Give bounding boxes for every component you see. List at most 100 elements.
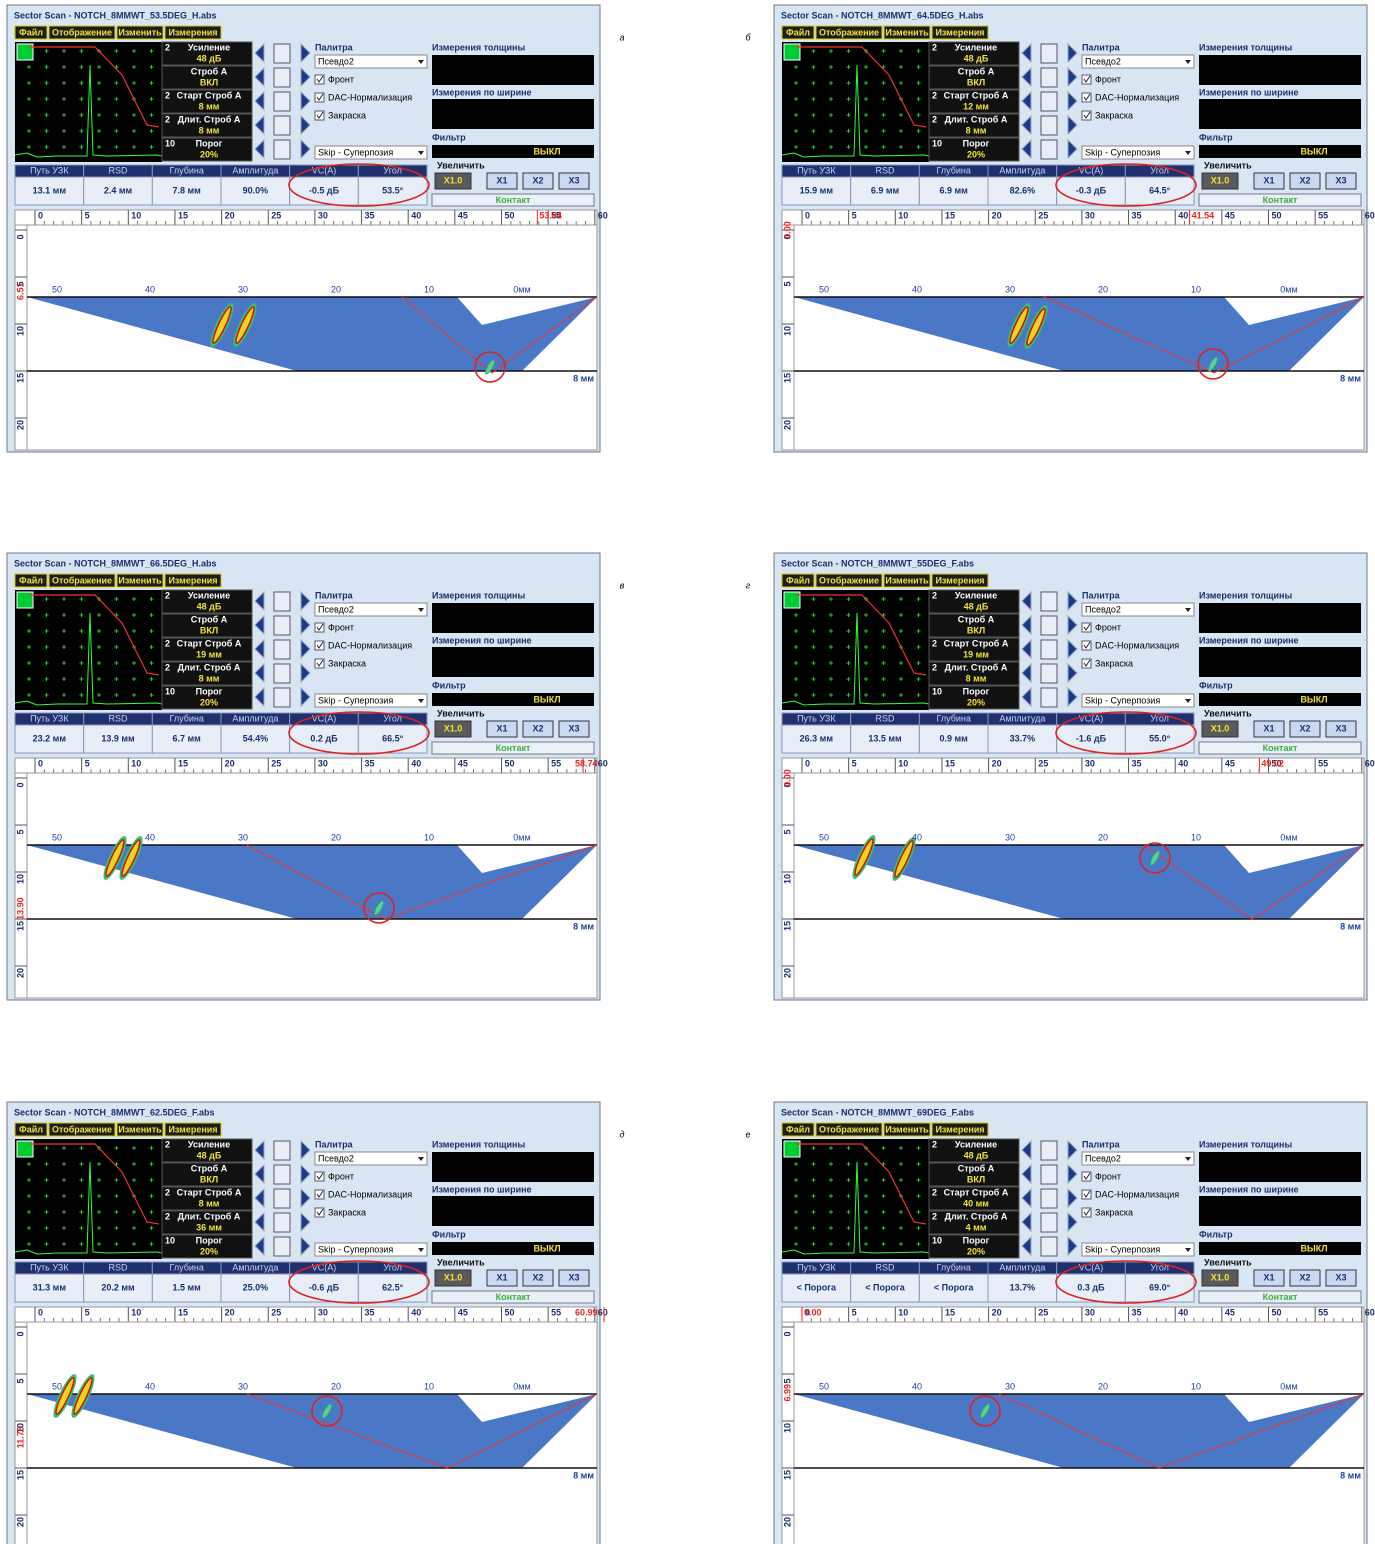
meas-header-text: Глубина	[169, 713, 203, 723]
ruler-cursor-label: 53.84	[539, 210, 562, 220]
check-label: Закраска	[328, 658, 366, 668]
panel-letter: б	[745, 32, 751, 42]
step-icon	[274, 68, 290, 87]
menu-label: Файл	[19, 1124, 43, 1134]
palette-value: Псевдо2	[318, 604, 354, 614]
meas-header-text: Амплитуда	[232, 165, 278, 175]
ruler-label: 35	[365, 758, 375, 768]
menu-label: Отображение	[52, 575, 112, 585]
ruler-label: 5	[85, 210, 90, 220]
meas-value: 25.0%	[243, 1282, 269, 1292]
step-icon	[274, 1165, 290, 1184]
menu-label: Файл	[786, 27, 810, 37]
meas-header-text: Путь УЗК	[797, 165, 836, 175]
scan-label: 50	[52, 284, 62, 294]
ruler-cursor-label: 60.99	[575, 1307, 598, 1317]
thickness-box	[1199, 55, 1361, 85]
skip-value: Skip - Суперпозия	[318, 1244, 393, 1254]
ruler-label: 5	[85, 1307, 90, 1317]
panel: Sector Scan - NOTCH_8MMWT_66.5DEG_H.absФ…	[7, 553, 608, 1000]
ruler-label: 55	[1318, 1307, 1328, 1317]
param-label: Старт Строб А	[177, 1187, 242, 1197]
panel-letter: е	[745, 1129, 750, 1139]
ruler-label: 45	[1225, 210, 1235, 220]
menu-label: Изменить	[885, 27, 929, 37]
step-icon	[1041, 1213, 1057, 1232]
param-channel: 2	[165, 90, 170, 100]
meas-value: < Порога	[934, 1282, 974, 1292]
depth-label: 5	[782, 1378, 792, 1383]
skip-value: Skip - Суперпозия	[1085, 147, 1160, 157]
step-icon	[274, 688, 290, 707]
meas-value: 13.7%	[1010, 1282, 1036, 1292]
meas-header-text: Путь УЗК	[30, 713, 69, 723]
ruler-label: 30	[1085, 210, 1095, 220]
scan-label: 50	[819, 1381, 829, 1391]
panel-letter: а	[619, 32, 624, 42]
ruler-label: 15	[945, 210, 955, 220]
param-label: Длит. Строб А	[178, 662, 241, 672]
zoom-text: X1.0	[444, 723, 463, 733]
depth-label: 0	[15, 234, 25, 239]
meas-header-text: Путь УЗК	[797, 713, 836, 723]
meas-header-text: Путь УЗК	[797, 1262, 836, 1272]
param-label: Длит. Строб А	[945, 662, 1008, 672]
depth-label: 15	[782, 921, 792, 931]
param-value: 48 дБ	[197, 53, 222, 63]
param-channel: 2	[165, 662, 170, 672]
ruler-label: 5	[852, 210, 857, 220]
param-label: Длит. Строб А	[945, 1211, 1008, 1221]
zoom-label: Увеличить	[437, 708, 485, 718]
param-value: ВКЛ	[967, 77, 985, 87]
scan-label: 30	[238, 1381, 248, 1391]
scan-label: 40	[145, 832, 155, 842]
width-box	[1199, 99, 1361, 129]
page: а Sector Scan - NOTCH_8MMWT_53.5DEG_H.abs…	[0, 0, 1375, 1544]
step-icon	[1041, 68, 1057, 87]
param-value: ВКЛ	[967, 1174, 985, 1184]
scan-label: 30	[1005, 284, 1015, 294]
ruler-label: 50	[505, 758, 515, 768]
step-icon	[274, 592, 290, 611]
depth-label: 5	[782, 281, 792, 286]
meas-header-text: Амплитуда	[999, 165, 1045, 175]
zoom-text: X2	[1299, 175, 1310, 185]
check-label: Закраска	[1095, 658, 1133, 668]
step-icon	[1041, 116, 1057, 135]
ruler-label: 15	[178, 1307, 188, 1317]
ruler-label: 45	[458, 1307, 468, 1317]
check-label: DAC-Нормализация	[328, 1189, 412, 1199]
meas-header-text: Амплитуда	[232, 713, 278, 723]
param-channel: 2	[165, 1211, 170, 1221]
ruler-label: 35	[1132, 210, 1142, 220]
check-label: Закраска	[328, 1207, 366, 1217]
param-value: 48 дБ	[964, 53, 989, 63]
zoom-text: X1	[496, 175, 507, 185]
ruler-label: 10	[898, 210, 908, 220]
ruler-label: 60	[598, 1307, 608, 1317]
param-channel: 2	[165, 590, 170, 600]
scan-label: 10	[1191, 832, 1201, 842]
panel: Sector Scan - NOTCH_8MMWT_64.5DEG_H.absФ…	[774, 5, 1375, 452]
ruler-label: 10	[898, 758, 908, 768]
ruler-label: 30	[1085, 1307, 1095, 1317]
meas-header-text: RSD	[875, 1262, 895, 1272]
ruler-cursor-label: 41.54	[1192, 210, 1215, 220]
skip-value: Skip - Суперпозия	[1085, 695, 1160, 705]
scan-label: 40	[912, 1381, 922, 1391]
step-icon	[274, 616, 290, 635]
step-icon	[1041, 688, 1057, 707]
meas-value: 82.6%	[1010, 185, 1036, 195]
scan-label: 0мм	[513, 1381, 530, 1391]
depth-cursor-label: 13.90	[15, 897, 25, 920]
menu-label: Отображение	[819, 27, 879, 37]
ruler-label: 50	[505, 1307, 515, 1317]
param-label: Длит. Строб А	[945, 114, 1008, 124]
zoom-text: X1.0	[1211, 723, 1230, 733]
ruler-label: 10	[898, 1307, 908, 1317]
scan-label: 10	[424, 1381, 434, 1391]
filter-box	[432, 693, 594, 706]
ruler-label: 55	[1318, 210, 1328, 220]
meas-header-text: Глубина	[169, 1262, 203, 1272]
window-title: Sector Scan - NOTCH_8MMWT_53.5DEG_H.abs	[14, 10, 217, 20]
